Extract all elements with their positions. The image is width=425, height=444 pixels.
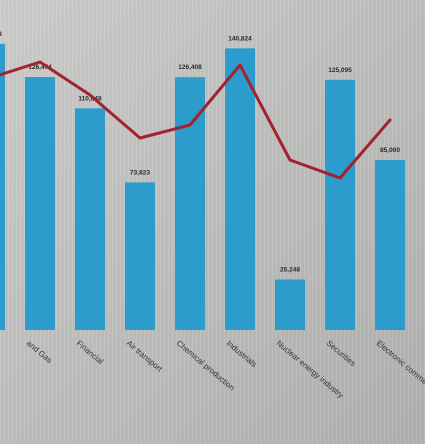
value-label: 140,824 (228, 35, 252, 42)
bar (375, 160, 405, 330)
bar (225, 48, 255, 331)
value-label: 143,088 (0, 31, 2, 38)
value-label: 126,408 (178, 64, 202, 71)
bar (75, 108, 105, 330)
value-label: 110,848 (78, 95, 102, 102)
value-label: 126,474 (28, 64, 52, 71)
value-label: 125,095 (328, 67, 352, 74)
bar (325, 79, 355, 330)
value-label: 85,000 (380, 147, 400, 154)
bar (125, 182, 155, 330)
value-label: 73,823 (130, 169, 150, 176)
value-label: 25,248 (280, 267, 300, 274)
bar (175, 77, 205, 331)
bar (25, 77, 55, 330)
bar (275, 279, 305, 330)
line-series (0, 60, 392, 180)
bar (0, 43, 5, 330)
